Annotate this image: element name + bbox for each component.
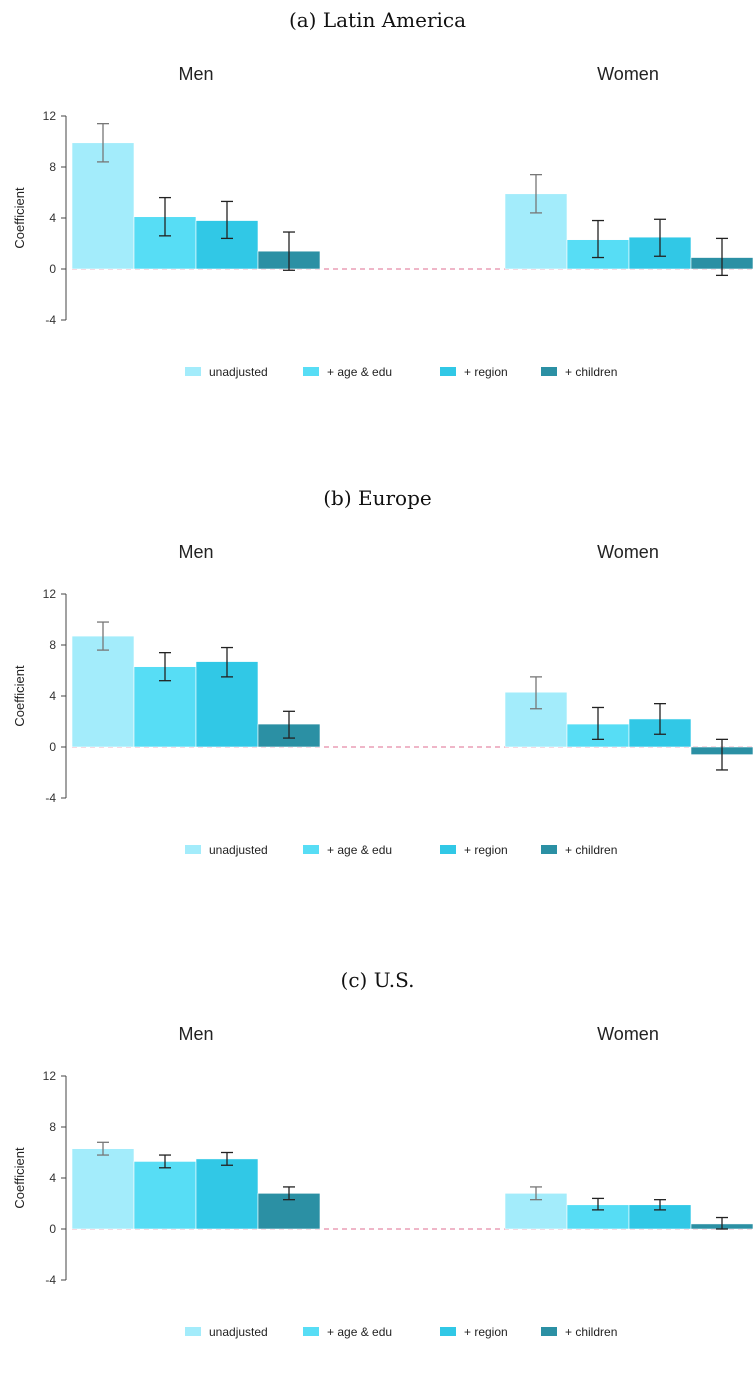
legend-label: unadjusted (209, 843, 268, 857)
group-title: Men (178, 542, 213, 562)
chart-title: (a) Latin America (288, 8, 467, 32)
chart-title: (c) U.S. (340, 968, 415, 992)
y-tick-label: -4 (45, 1273, 56, 1287)
y-tick-label: 4 (49, 211, 56, 225)
y-tick-label: 0 (49, 262, 56, 276)
legend-swatch (185, 845, 201, 854)
legend-swatch (185, 367, 201, 376)
group-title: Women (597, 64, 659, 84)
chart-title: (b) Europe (323, 486, 432, 510)
legend-label: + region (464, 1325, 508, 1339)
y-axis-label: Coefficient (12, 187, 27, 249)
legend-swatch (185, 1327, 201, 1336)
y-tick-label: 8 (49, 1120, 56, 1134)
chart-panel-europe: (b) Europe Men Women 12 8 4 0 -4 Coefficient una… (0, 476, 755, 936)
legend-swatch (440, 845, 456, 854)
legend-label: + children (565, 843, 617, 857)
group-title: Men (178, 64, 213, 84)
legend-swatch (303, 845, 319, 854)
bar (71, 635, 135, 748)
y-tick-label: -4 (45, 791, 56, 805)
group-title: Men (178, 1024, 213, 1044)
legend-label: + age & edu (327, 1325, 392, 1339)
legend-label: + children (565, 1325, 617, 1339)
legend-label: + region (464, 843, 508, 857)
bar (71, 1148, 135, 1230)
y-tick-label: 4 (49, 689, 56, 703)
chart-svg: Men Women 12 8 4 0 -4 Coefficient unadjusted + ag… (12, 64, 754, 379)
legend-label: + age & edu (327, 843, 392, 857)
legend-label: + children (565, 365, 617, 379)
bar (195, 1158, 259, 1230)
legend-label: + region (464, 365, 508, 379)
group-title: Women (597, 1024, 659, 1044)
chart-panel-latin-america: (a) Latin America Men Women 12 8 4 0 -4 Coeffic… (0, 0, 755, 460)
y-tick-label: 8 (49, 638, 56, 652)
y-tick-label: -4 (45, 313, 56, 327)
chart-panel-us: (c) U.S. Men Women 12 8 4 0 -4 Coefficient unadj… (0, 958, 755, 1384)
y-tick-label: 0 (49, 1222, 56, 1236)
chart-svg: Men Women 12 8 4 0 -4 Coefficient unadjusted + ag… (12, 542, 754, 857)
bar (133, 1161, 197, 1230)
y-tick-label: 12 (43, 109, 57, 123)
legend-swatch (541, 367, 557, 376)
y-tick-label: 0 (49, 740, 56, 754)
chart-svg: Men Women 12 8 4 0 -4 Coefficient unadjusted + ag… (12, 1024, 754, 1339)
y-tick-label: 8 (49, 160, 56, 174)
legend-swatch (440, 367, 456, 376)
legend-swatch (303, 367, 319, 376)
legend-label: unadjusted (209, 365, 268, 379)
y-tick-label: 12 (43, 587, 57, 601)
legend-swatch (303, 1327, 319, 1336)
y-tick-label: 12 (43, 1069, 57, 1083)
y-axis-label: Coefficient (12, 665, 27, 727)
y-axis-label: Coefficient (12, 1147, 27, 1209)
legend-label: unadjusted (209, 1325, 268, 1339)
y-tick-label: 4 (49, 1171, 56, 1185)
legend-swatch (541, 845, 557, 854)
legend-swatch (440, 1327, 456, 1336)
legend-swatch (541, 1327, 557, 1336)
bar (71, 142, 135, 270)
legend-label: + age & edu (327, 365, 392, 379)
group-title: Women (597, 542, 659, 562)
